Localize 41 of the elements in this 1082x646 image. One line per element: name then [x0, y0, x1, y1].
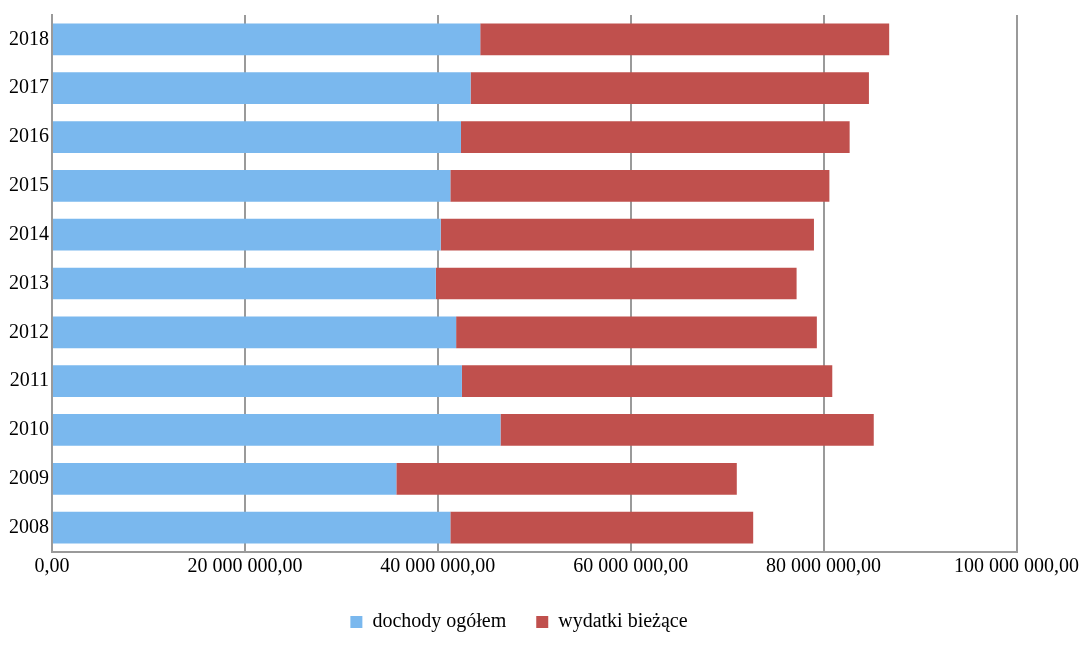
y-tick-label: 2013: [9, 270, 49, 293]
bar: [480, 23, 890, 56]
legend-label: dochody ogółem: [372, 609, 507, 633]
y-tick-label: 2010: [9, 417, 49, 440]
y-tick-label: 2011: [9, 368, 49, 391]
y-tick-label: 2017: [9, 75, 49, 98]
bar: [460, 121, 850, 153]
bar: [440, 218, 814, 251]
y-tick-label: 2012: [9, 319, 49, 342]
bar: [53, 267, 436, 300]
bar: [53, 23, 481, 56]
x-tick-label: 0,00: [34, 554, 70, 577]
bar: [53, 511, 451, 544]
y-tick-label: 2008: [9, 514, 49, 537]
bar: [470, 72, 869, 105]
bar: [450, 511, 754, 544]
bar: [396, 462, 737, 495]
x-tick-label: 40 000 000,00: [380, 554, 496, 577]
bar: [456, 316, 817, 349]
y-tick-label: 2009: [9, 466, 49, 489]
y-tick-label: 2015: [9, 173, 49, 196]
bar: [53, 462, 397, 495]
y-tick-label: 2016: [9, 124, 49, 147]
x-tick-label: 60 000 000,00: [573, 554, 689, 577]
bar: [53, 316, 457, 349]
bar: [53, 414, 501, 446]
bar: [53, 121, 461, 153]
bar: [435, 267, 797, 300]
x-tick-label: 20 000 000,00: [187, 554, 303, 577]
legend-label: wydatki bieżące: [558, 609, 688, 633]
bar: [53, 170, 451, 202]
y-tick-label: 2014: [9, 221, 49, 244]
bar: [53, 72, 471, 105]
x-tick-label: 80 000 000,00: [766, 554, 882, 577]
bar: [450, 170, 830, 202]
bar: [461, 365, 833, 397]
y-tick-label: 2018: [9, 26, 49, 49]
bar: [500, 414, 874, 446]
bar: [53, 365, 462, 397]
bar: [53, 218, 441, 251]
x-tick-label: 100 000 000,00: [954, 554, 1079, 577]
